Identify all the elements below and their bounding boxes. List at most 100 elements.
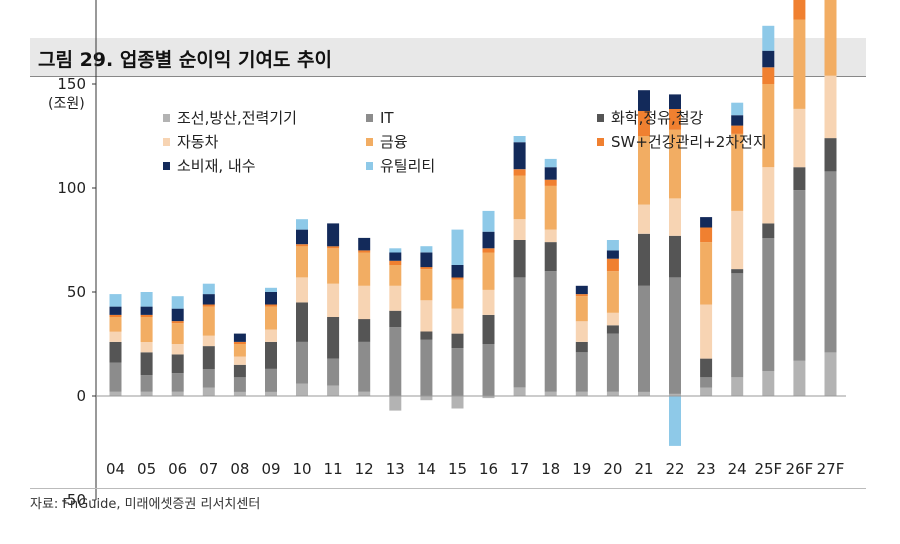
bar-segment [513,387,526,396]
bar-segment [389,310,402,328]
x-tick-label: 05 [137,460,156,478]
bar-segment [358,391,371,396]
bar-segment [389,252,402,261]
bar-segment [575,296,588,322]
bar-segment [544,242,557,272]
bar-segment [762,25,775,51]
bar-segment [265,292,277,305]
bar-segment [265,329,277,342]
bar-segment [109,317,122,332]
bar-segment [233,344,246,357]
bar-segment [265,287,277,292]
bar-segment [669,129,681,199]
bar-segment [513,277,526,388]
bar-segment [575,294,588,297]
bar-segment [762,84,775,168]
bar-segment [482,344,495,396]
bar-segment [451,277,464,280]
legend-label: 자동차 [177,133,219,151]
bar-segment [824,352,837,396]
bar-segment [731,125,744,134]
bars [109,0,837,446]
bar-segment [233,364,246,378]
bar-segment [140,314,153,317]
bar-segment [669,109,681,130]
bar-segment [109,294,122,307]
bar-segment [606,240,619,251]
source-note: 자료: FnGuide, 미래에셋증권 리서치센터 [30,497,261,512]
bar-segment [296,277,308,303]
x-tick-label: 14 [417,460,436,478]
bar-segment [731,269,744,274]
bar-segment [824,75,837,139]
bar-segment [606,250,619,259]
bar-segment [327,317,340,359]
bar-segment [669,235,681,278]
bar-segment [265,391,277,396]
bar-segment [793,360,806,396]
bar-segment [327,283,340,317]
bar-segment [296,246,308,278]
bar-segment [731,102,744,116]
bar-segment [575,285,588,295]
bar-segment [233,333,246,342]
bar-segment [793,19,806,109]
bar-segment [327,223,340,247]
bar-segment [638,391,650,396]
bar-segment [762,167,775,224]
bar-segment [638,233,650,286]
bar-segment [544,185,557,230]
bar-segment [731,133,744,211]
bar-segment [171,391,184,396]
bar-segment [171,344,184,355]
bar-segment [482,252,495,290]
bar-segment [482,210,495,232]
bar-segment [824,171,837,353]
bar-segment [513,240,526,278]
bar-segment [669,94,681,109]
legend-label: IT [380,109,394,127]
x-tick-label: 21 [634,460,653,478]
legend-label: 유틸리티 [380,157,435,175]
x-tick-label: 12 [355,460,374,478]
bar-segment [420,246,433,253]
bar-segment [793,0,806,20]
bar-segment [700,387,713,396]
bar-segment [140,341,153,353]
x-tick-label: 17 [510,460,529,478]
bar-segment [513,142,526,170]
bar-segment [171,296,184,309]
bar-segment [606,312,619,326]
bar-segment [233,377,246,392]
bar-segment [202,387,215,396]
bar-segment [358,237,371,251]
bar-segment [575,341,588,353]
bar-segment [140,352,153,376]
bar-segment [793,109,806,168]
bar-segment [451,279,464,309]
bar-segment [544,167,557,180]
legend-swatch [163,138,170,146]
bar-segment [109,362,122,392]
bar-segment [513,169,526,176]
legend-label: 소비재, 내수 [177,157,256,175]
bar-segment [575,352,588,392]
bar-segment [762,50,775,68]
bar-segment [420,267,433,270]
y-axis: -50050100150200250 [57,0,97,509]
x-tick-label: 22 [665,460,684,478]
bar-segment [327,246,340,249]
bar-segment [700,358,713,378]
x-tick-label: 27F [817,460,845,478]
bar-segment [109,331,122,342]
bar-segment [389,248,402,253]
legend-swatch [163,162,170,170]
x-axis: 04 05 06 07 08 09 10 11 12 13 14 15 16 17 18 19 20 21 22 23… [96,395,846,478]
bar-segment [700,304,713,359]
bar-segment [109,391,122,396]
bar-segment [544,229,557,243]
bar-segment [700,217,713,228]
bar-segment [669,277,681,394]
